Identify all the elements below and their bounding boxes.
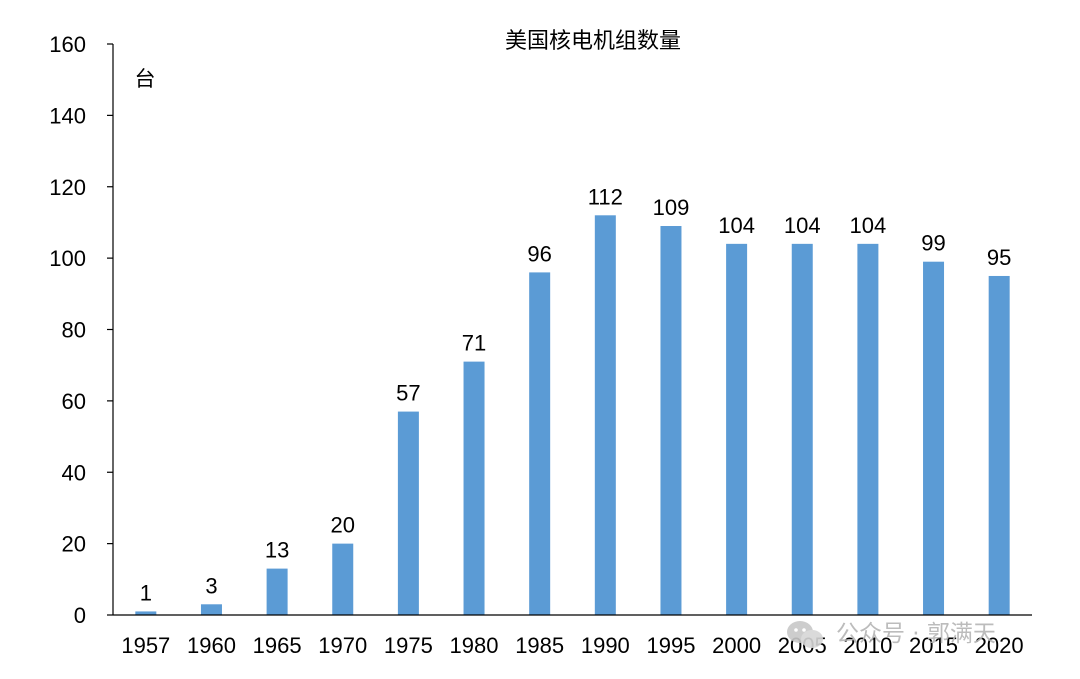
data-label-1970: 20	[331, 513, 355, 538]
y-tick-label: 80	[62, 318, 86, 343]
data-label-1965: 13	[265, 538, 289, 563]
data-label-2015: 99	[921, 231, 945, 256]
bar-2020	[988, 275, 1010, 615]
x-tick-label: 1957	[121, 633, 170, 658]
y-tick-label: 160	[49, 32, 86, 57]
y-unit-label: 台	[135, 67, 156, 91]
data-label-1960: 3	[205, 573, 217, 598]
data-label-1985: 96	[527, 241, 551, 266]
bar-1970	[332, 543, 354, 615]
data-label-1980: 71	[462, 331, 486, 356]
x-tick-label: 2015	[909, 633, 958, 658]
y-axis-ticks: 0 20 40 60 80 100 120 140 160	[49, 32, 113, 628]
bar-1995	[660, 226, 682, 615]
data-label-2000: 104	[718, 213, 755, 238]
x-tick-label: 1995	[646, 633, 695, 658]
data-label-2005: 104	[784, 213, 821, 238]
x-tick-label: 1985	[515, 633, 564, 658]
data-label-1990: 112	[588, 184, 623, 209]
bar-1965	[266, 568, 288, 615]
x-tick-label: 1990	[581, 633, 630, 658]
y-tick-label: 60	[62, 389, 86, 414]
bar-1985	[529, 272, 551, 615]
y-tick-label: 120	[49, 175, 86, 200]
y-tick-label: 140	[49, 103, 86, 128]
data-label-1975: 57	[396, 381, 420, 406]
y-tick-label: 0	[74, 603, 86, 628]
x-tick-label: 2000	[712, 633, 761, 658]
x-tick-label: 1980	[450, 633, 499, 658]
x-tick-label: 1960	[187, 633, 236, 658]
chart-title: 美国核电机组数量	[505, 29, 681, 54]
bar-1990	[594, 215, 616, 616]
bar-series	[135, 215, 1010, 616]
x-tick-label: 1970	[318, 633, 367, 658]
data-label-1995: 109	[653, 195, 690, 220]
bar-2010	[857, 243, 879, 615]
watermark: 公众号 · 郭满天	[787, 621, 996, 648]
y-tick-label: 40	[62, 460, 86, 485]
x-tick-label: 2020	[975, 633, 1024, 658]
y-tick-label: 100	[49, 246, 86, 271]
data-label-2020: 95	[987, 245, 1011, 270]
x-axis-ticks: 1957 1960 1965 1970 1975 1980 1985 1990 1995 2000…	[121, 633, 1023, 658]
bar-2000	[726, 243, 748, 615]
wechat-icon	[787, 621, 823, 648]
x-tick-label: 1975	[384, 633, 433, 658]
y-tick-label: 20	[62, 532, 86, 557]
bar-1980	[463, 361, 485, 615]
bar-1960	[200, 604, 222, 615]
bar-1975	[397, 411, 419, 615]
data-label-2010: 104	[850, 213, 887, 238]
x-tick-label: 2010	[843, 633, 892, 658]
bar-2015	[923, 261, 945, 615]
x-tick-label: 1965	[253, 633, 302, 658]
data-label-1957: 1	[140, 580, 152, 605]
bar-2005	[791, 243, 813, 615]
bar-1957	[135, 611, 157, 615]
watermark-text: 公众号 · 郭满天	[836, 621, 996, 647]
